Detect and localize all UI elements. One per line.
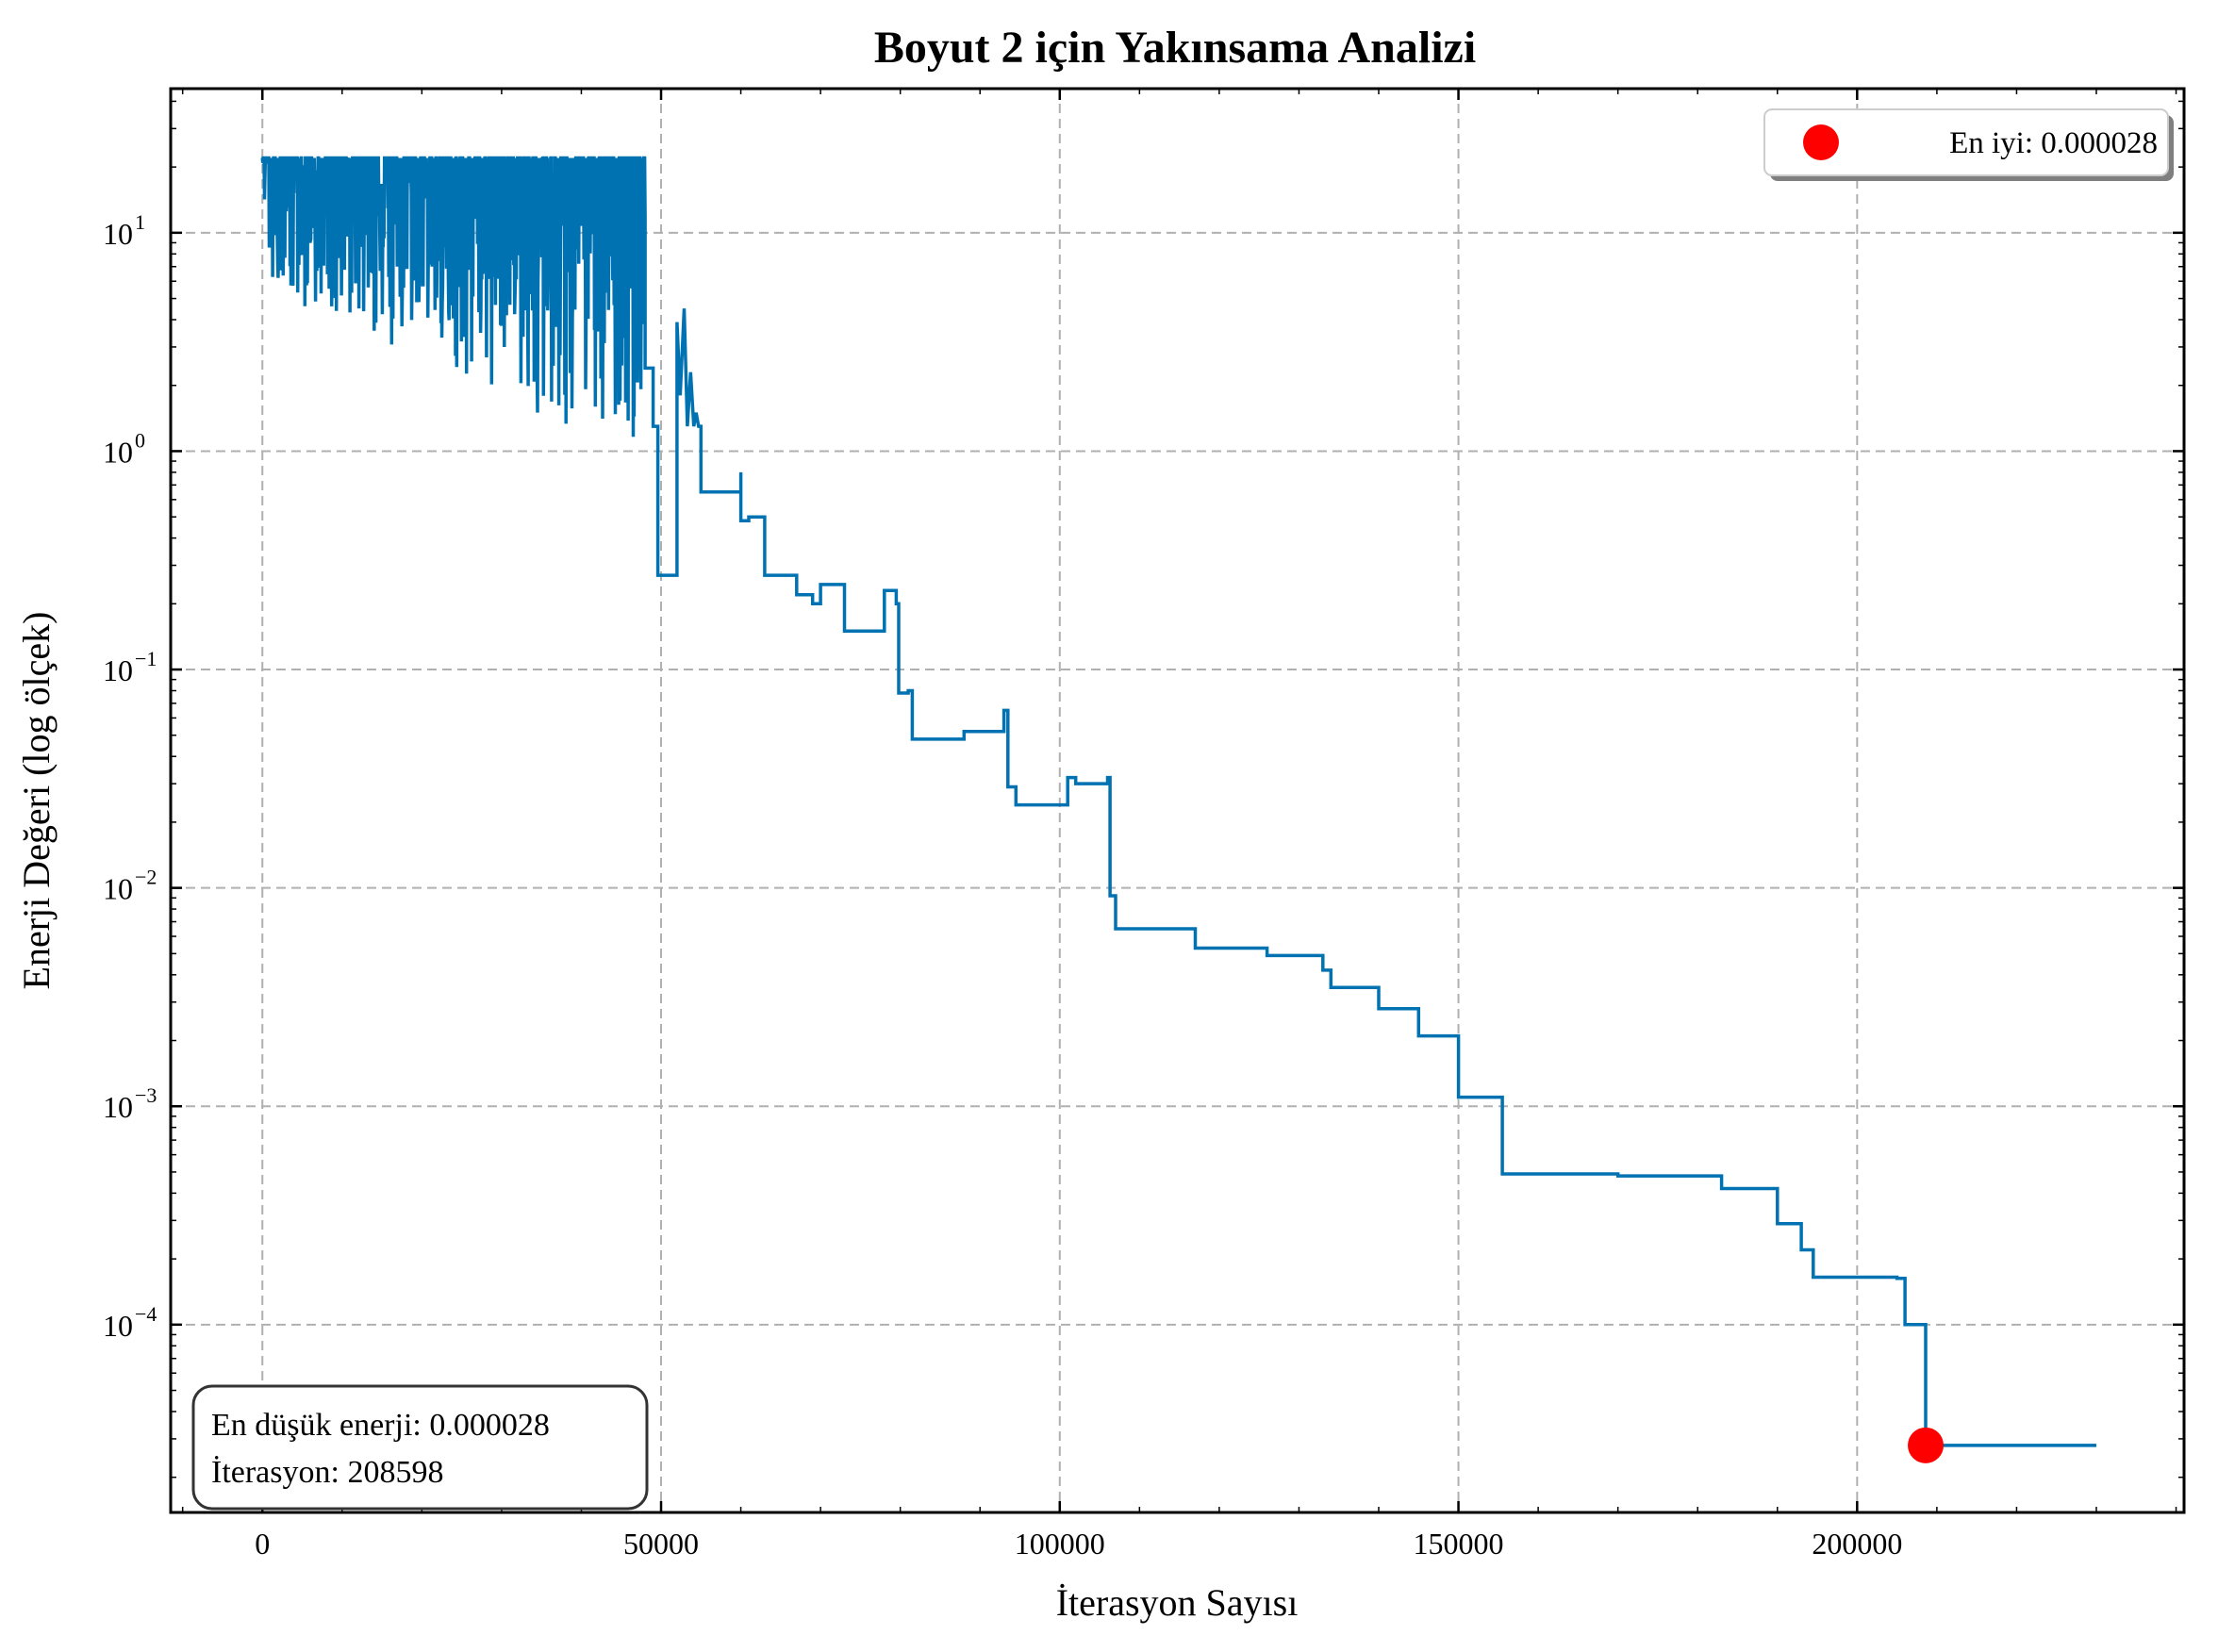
x-tick-label: 200000 bbox=[1812, 1527, 1902, 1561]
x-tick-label: 150000 bbox=[1414, 1527, 1504, 1561]
legend-label: En iyi: 0.000028 bbox=[1949, 126, 2158, 160]
best-point-marker bbox=[1908, 1427, 1945, 1463]
x-axis-label: İterasyon Sayısı bbox=[1056, 1581, 1299, 1624]
legend-box bbox=[1763, 108, 2169, 176]
annotation-box: En düşük enerji: 0.000028 İterasyon: 208… bbox=[191, 1384, 649, 1511]
y-tick-label: 10 bbox=[103, 217, 133, 251]
y-tick-exponent: 0 bbox=[135, 428, 145, 452]
y-tick-exponent: −3 bbox=[135, 1083, 157, 1107]
y-tick-label: 10 bbox=[103, 435, 133, 469]
legend-marker-best bbox=[1803, 124, 1839, 160]
series-line-enerji bbox=[260, 156, 2096, 1447]
chart-title: Boyut 2 için Yakınsama Analizi bbox=[874, 23, 1476, 73]
y-tick-exponent: −2 bbox=[135, 866, 157, 889]
y-axis-label: Enerji Değeri (log ölçek) bbox=[15, 612, 58, 990]
annotation-frame bbox=[191, 1384, 649, 1511]
x-ticks: 0 50000 100000 150000 200000 bbox=[181, 89, 2177, 1561]
plot-frame bbox=[169, 87, 2186, 1514]
x-tick-label: 50000 bbox=[623, 1527, 699, 1561]
x-tick-label: 100000 bbox=[1015, 1527, 1105, 1561]
annotation-min-energy: En düşük enerji: 0.000028 bbox=[211, 1408, 550, 1443]
grid-lines bbox=[171, 89, 2184, 1512]
annotation-iteration: İterasyon: 208598 bbox=[211, 1455, 443, 1490]
y-tick-exponent: −4 bbox=[135, 1302, 157, 1326]
series-group bbox=[260, 156, 2096, 1447]
x-tick-label: 0 bbox=[255, 1527, 270, 1561]
y-tick-label: 10 bbox=[103, 653, 133, 687]
y-tick-label: 10 bbox=[103, 1090, 133, 1124]
y-tick-exponent: 1 bbox=[135, 210, 145, 234]
y-tick-label: 10 bbox=[103, 1309, 133, 1343]
legend: En iyi: 0.000028 bbox=[1763, 108, 2174, 181]
y-tick-exponent: −1 bbox=[135, 647, 157, 670]
y-tick-label: 10 bbox=[103, 872, 133, 906]
